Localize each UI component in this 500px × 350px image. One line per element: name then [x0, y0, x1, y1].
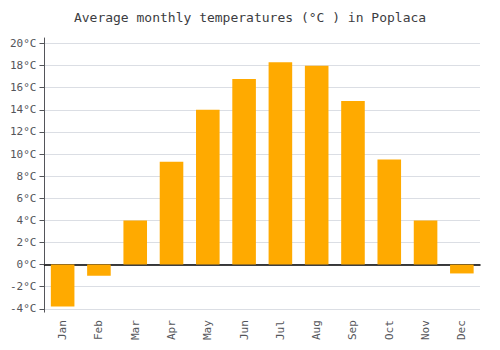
svg-text:Average monthly temperatures (: Average monthly temperatures (°C ) in Po…	[74, 10, 426, 25]
svg-text:Oct: Oct	[383, 320, 396, 340]
svg-text:4°C: 4°C	[17, 214, 37, 227]
svg-text:Sep: Sep	[346, 320, 359, 340]
svg-text:-4°C: -4°C	[10, 302, 37, 315]
svg-text:-2°C: -2°C	[10, 280, 37, 293]
svg-text:12°C: 12°C	[10, 125, 37, 138]
svg-text:14°C: 14°C	[10, 103, 37, 116]
svg-text:May: May	[201, 320, 214, 340]
svg-text:20°C: 20°C	[10, 37, 37, 50]
svg-text:8°C: 8°C	[17, 170, 37, 183]
svg-text:Mar: Mar	[129, 320, 142, 340]
svg-text:Apr: Apr	[165, 320, 178, 340]
svg-text:Jun: Jun	[238, 320, 251, 340]
svg-text:0°C: 0°C	[17, 258, 37, 271]
svg-text:Nov: Nov	[419, 320, 432, 340]
svg-text:10°C: 10°C	[10, 148, 37, 161]
svg-text:Jan: Jan	[56, 320, 69, 340]
svg-text:Feb: Feb	[92, 320, 105, 340]
svg-text:Jul: Jul	[274, 320, 287, 340]
svg-text:2°C: 2°C	[17, 236, 37, 249]
svg-text:Dec: Dec	[455, 320, 468, 340]
svg-text:16°C: 16°C	[10, 81, 37, 94]
svg-text:Aug: Aug	[310, 320, 323, 340]
svg-text:6°C: 6°C	[17, 192, 37, 205]
svg-text:18°C: 18°C	[10, 59, 37, 72]
